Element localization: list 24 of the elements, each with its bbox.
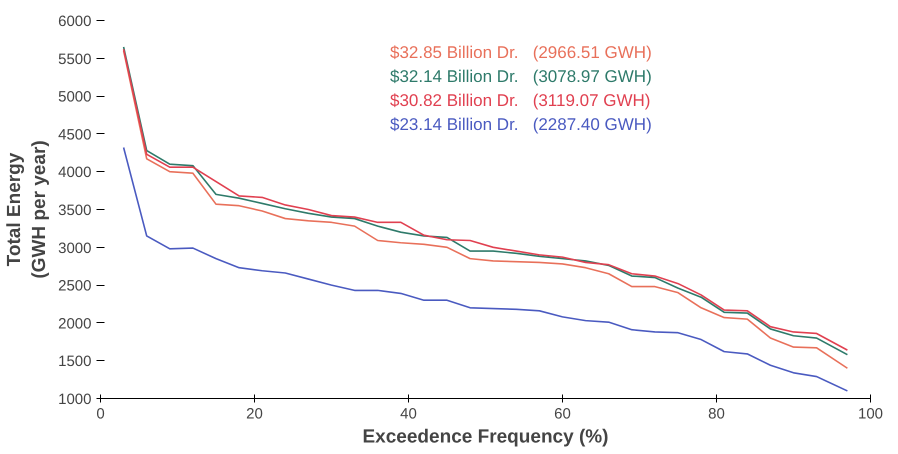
x-tick-label: 80 <box>708 406 725 422</box>
text: $23.14 Billion Dr. (2287.40 GWH) <box>390 115 652 135</box>
y-tick-label: 5000 <box>58 88 92 106</box>
y-tick-label: 1500 <box>58 353 92 370</box>
y-tick-label: 2500 <box>58 278 92 295</box>
y-tick-label: 6000 <box>58 13 92 30</box>
x-tick-label: 100 <box>858 406 884 422</box>
x-tick-label: 20 <box>246 406 263 422</box>
y-tick-label: 4500 <box>58 126 92 144</box>
y-tick-label: 5500 <box>58 50 92 68</box>
y-tick-label: 4000 <box>58 164 92 182</box>
x-tick-label: 60 <box>554 406 571 422</box>
text: $32.85 Billion Dr. (2966.51 GWH) <box>390 43 652 63</box>
y-tick-label: 1000 <box>58 391 92 408</box>
x-tick-label: 40 <box>400 406 417 422</box>
y-axis-title: Total Energy (GWH per year) <box>4 140 50 279</box>
y-tick-label: 3500 <box>58 202 92 219</box>
x-axis-title: Exceedence Frequency (%) <box>362 426 609 448</box>
text: $30.82 Billion Dr. (3119.07 GWH) <box>390 91 650 111</box>
line-series <box>122 146 848 392</box>
y-tick-label: 3000 <box>58 240 92 257</box>
text: $32.14 Billion Dr. (3078.97 GWH) <box>390 67 652 87</box>
y-tick-label: 2000 <box>58 315 92 332</box>
x-tick-label: 0 <box>96 406 105 422</box>
